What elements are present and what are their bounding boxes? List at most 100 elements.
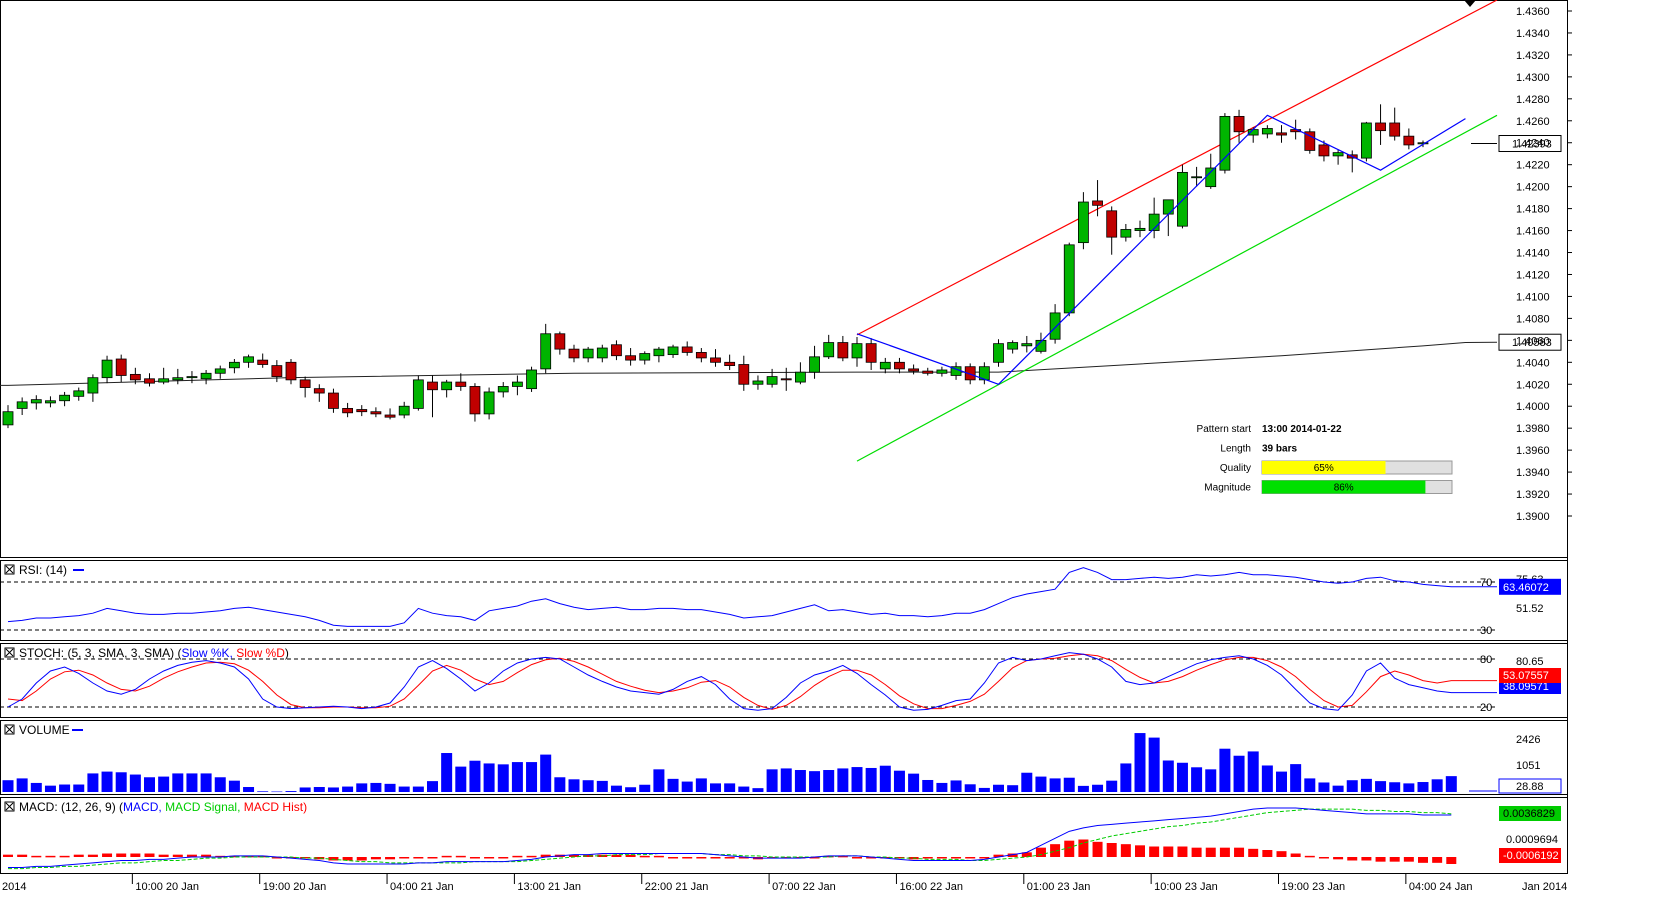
pattern-row-value: 13:00 2014-01-22 — [1262, 424, 1342, 435]
volume-bar — [1162, 760, 1174, 792]
price-y-tick-label: 1.4300 — [1516, 72, 1550, 84]
rsi-last-label: 63.46072 — [1503, 582, 1549, 594]
volume-last-box — [1498, 778, 1562, 794]
volume-bar — [936, 782, 948, 792]
candle-bull — [596, 347, 608, 359]
volume-bar — [1148, 737, 1160, 792]
macd-hist-bar — [682, 857, 693, 859]
volume-bar — [115, 772, 127, 792]
volume-bar — [497, 764, 509, 792]
candle-bear — [1304, 131, 1316, 151]
macd-hist-bar — [866, 857, 877, 859]
volume-bar — [1290, 764, 1302, 792]
macd-hist-bar — [583, 854, 594, 857]
volume-bar — [1063, 777, 1075, 792]
candle-bear — [1318, 144, 1330, 157]
macd-hist-bar — [469, 857, 480, 859]
macd-hist-bar — [1333, 857, 1344, 860]
macd-hist-bar — [1050, 844, 1061, 857]
volume-last-label: 28.88 — [1516, 781, 1544, 793]
candle-bear — [611, 344, 622, 357]
macd-hist-bar — [87, 854, 98, 857]
candle-bull — [766, 376, 778, 385]
price-y-tick-label: 1.4080 — [1516, 313, 1550, 325]
candle-bear — [780, 378, 792, 381]
macd-right-value: 0.0009694 — [1506, 834, 1558, 846]
pattern-row-label: Length — [1220, 444, 1251, 455]
macd-hist-bar — [158, 854, 169, 857]
price-y-tick-label: 1.3960 — [1516, 445, 1550, 457]
candle-bull — [1205, 167, 1217, 188]
candle-bear — [285, 361, 297, 381]
candle-bull — [30, 399, 42, 404]
candle-bull — [1120, 229, 1132, 238]
volume-bar — [1021, 772, 1033, 792]
price-y-tick-label: 1.4040 — [1516, 357, 1550, 369]
volume-bar — [1120, 763, 1132, 792]
pattern-row-value: 39 bars — [1262, 444, 1297, 455]
stoch-k-last-label: 53.07557 — [1503, 670, 1549, 682]
candle-bull — [16, 401, 28, 409]
rsi-level-label: 30 — [1480, 625, 1492, 637]
rsi-panel-frame — [0, 560, 1568, 641]
candle-bull — [978, 366, 990, 381]
volume-bar — [879, 765, 891, 792]
volume-bar — [313, 787, 325, 792]
candle-bear — [1276, 132, 1287, 136]
volume-bar — [596, 780, 608, 792]
candle-bull — [795, 371, 806, 383]
candle-bull — [214, 368, 226, 374]
price-y-tick-label: 1.4060 — [1516, 335, 1550, 347]
ma-value-box — [1498, 333, 1562, 351]
volume-bar — [243, 787, 255, 792]
scroll-right-arrow-icon[interactable] — [1464, 0, 1476, 7]
macd-hist-bar — [823, 855, 834, 858]
macd-hist-bar — [1248, 848, 1259, 857]
volume-plot: 2426 1051 28.88 — [2, 733, 1562, 794]
volume-bar — [865, 767, 877, 792]
volume-bar — [993, 784, 1004, 792]
macd-line — [8, 807, 1452, 868]
pattern-bar-fill — [1262, 480, 1426, 494]
macd-hist-bar — [116, 853, 127, 857]
candle-bear — [342, 408, 354, 414]
volume-bar — [1035, 776, 1047, 792]
volume-bar — [101, 771, 113, 792]
candle-bear — [1233, 115, 1245, 133]
volume-bar — [228, 780, 240, 792]
volume-bar — [1077, 785, 1089, 792]
macd-hist-bar — [965, 857, 976, 859]
price-y-tick-label: 1.4360 — [1516, 6, 1550, 18]
volume-bar — [766, 769, 778, 792]
stoch-d-last-label: 38.09571 — [1503, 681, 1549, 693]
price-plot: 1.42393 1.40583 — [0, 0, 1562, 462]
candle-bull — [752, 380, 764, 385]
volume-bar — [16, 778, 28, 792]
macd-hist-bar — [1163, 846, 1174, 857]
volume-bar — [908, 773, 920, 792]
x-axis-label: 13:00 21 Jan — [517, 881, 581, 893]
pattern-info-box: Pattern start 13:00 2014-01-22 Length 39 ba… — [1197, 424, 1453, 494]
macd-hist-bar — [59, 855, 70, 858]
macd-hist-bar — [413, 857, 424, 859]
macd-hist-bar — [229, 855, 240, 858]
macd-hist-bar — [1064, 840, 1075, 857]
volume-bar — [87, 773, 99, 792]
stoch-level-label: 80 — [1480, 654, 1492, 666]
macd-hist-bar — [979, 857, 990, 859]
macd-hist-bar — [484, 857, 495, 859]
volume-bar — [526, 762, 538, 792]
macd-hist-bar — [201, 854, 212, 857]
candle-bull — [540, 333, 552, 370]
macd-hist-bar — [1418, 857, 1428, 863]
volume-bar — [752, 788, 764, 792]
candle-bull — [667, 346, 679, 356]
candle-bull — [441, 381, 453, 391]
macd-hist-bar — [1106, 843, 1117, 857]
price-y-tick-label: 1.3920 — [1516, 489, 1550, 501]
macd-hist-bar — [668, 857, 679, 859]
price-y-tick-label: 1.4260 — [1516, 116, 1550, 128]
macd-hist-bar — [922, 857, 933, 859]
macd-hist-bar — [1234, 847, 1245, 857]
candle-bear — [568, 348, 580, 359]
